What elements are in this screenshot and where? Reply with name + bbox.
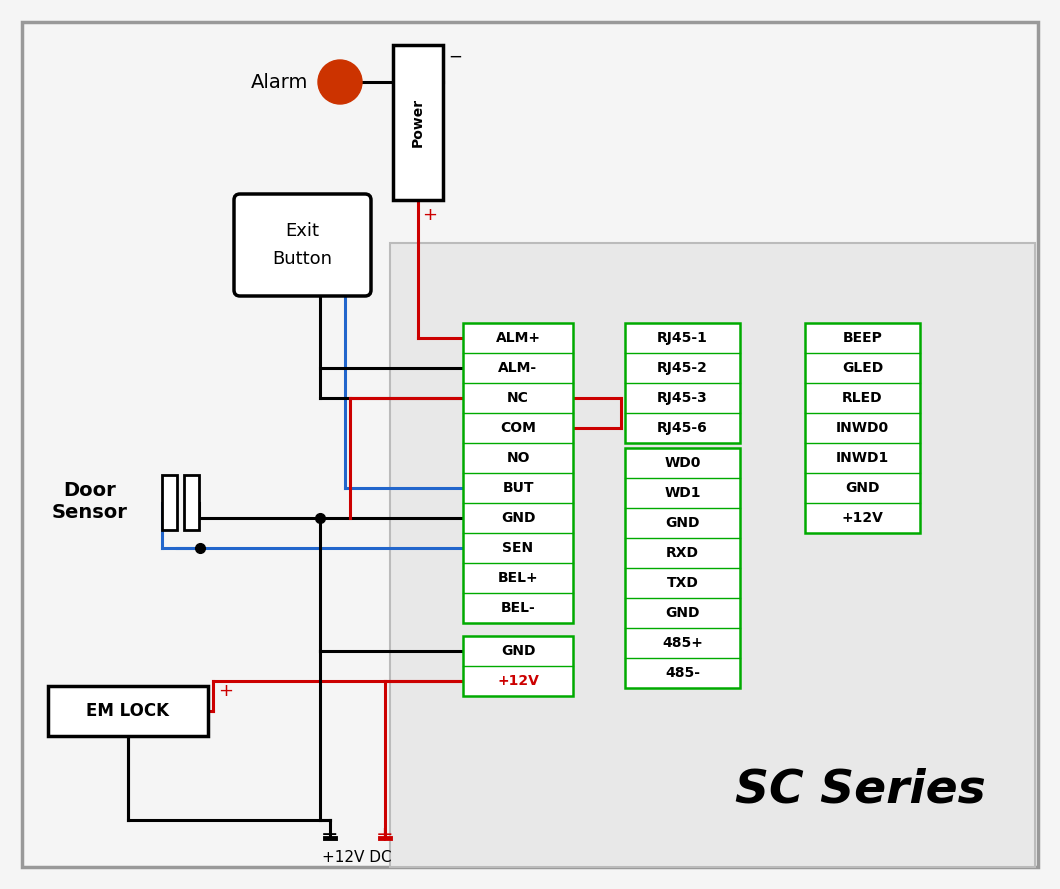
Text: WD0: WD0 <box>665 456 701 470</box>
Text: +: + <box>423 206 438 224</box>
Text: GND: GND <box>500 644 535 658</box>
Text: GLED: GLED <box>842 361 883 375</box>
Text: +12V: +12V <box>842 511 883 525</box>
Text: ALM+: ALM+ <box>495 331 541 345</box>
Text: TXD: TXD <box>667 576 699 590</box>
Text: Button: Button <box>272 250 333 268</box>
Bar <box>463 323 573 623</box>
Text: BEL+: BEL+ <box>498 571 538 585</box>
Text: GND: GND <box>845 481 880 495</box>
Text: Sensor: Sensor <box>52 502 128 522</box>
Text: Exit: Exit <box>285 222 319 240</box>
Bar <box>463 636 573 696</box>
Circle shape <box>318 60 363 104</box>
Bar <box>625 323 740 443</box>
Text: Door: Door <box>64 480 117 500</box>
Text: RXD: RXD <box>666 546 699 560</box>
Text: WD1: WD1 <box>665 486 701 500</box>
Text: 485+: 485+ <box>662 636 703 650</box>
Text: Power: Power <box>411 98 425 147</box>
Text: −: − <box>448 48 462 66</box>
Text: RJ45-1: RJ45-1 <box>657 331 708 345</box>
Text: COM: COM <box>500 421 536 435</box>
Text: EM LOCK: EM LOCK <box>87 702 170 720</box>
Text: GND: GND <box>666 516 700 530</box>
Bar <box>390 243 1035 867</box>
Text: 485-: 485- <box>665 666 700 680</box>
Text: +: + <box>376 825 394 845</box>
Text: −: − <box>321 825 339 845</box>
Text: Alarm: Alarm <box>250 73 308 92</box>
Text: +12V: +12V <box>497 674 538 688</box>
Text: BUT: BUT <box>502 481 534 495</box>
Text: SEN: SEN <box>502 541 533 555</box>
Text: ALM-: ALM- <box>498 361 537 375</box>
Bar <box>317 230 348 290</box>
Text: RJ45-2: RJ45-2 <box>657 361 708 375</box>
Text: INWD1: INWD1 <box>836 451 889 465</box>
Text: RJ45-3: RJ45-3 <box>657 391 708 405</box>
Text: GND: GND <box>666 606 700 620</box>
Bar <box>162 475 177 530</box>
Text: BEEP: BEEP <box>843 331 882 345</box>
Text: GND: GND <box>500 511 535 525</box>
Text: NC: NC <box>507 391 529 405</box>
Text: BEL-: BEL- <box>500 601 535 615</box>
Bar <box>184 475 199 530</box>
Bar <box>625 448 740 688</box>
Bar <box>393 45 443 200</box>
Text: +: + <box>218 682 233 700</box>
FancyBboxPatch shape <box>234 194 371 296</box>
Text: SC Series: SC Series <box>735 767 986 813</box>
Bar <box>48 686 208 736</box>
Text: INWD0: INWD0 <box>836 421 889 435</box>
Bar <box>805 323 920 533</box>
Text: RJ45-6: RJ45-6 <box>657 421 708 435</box>
Text: l: l <box>126 747 130 762</box>
Text: RLED: RLED <box>843 391 883 405</box>
Text: +12V DC: +12V DC <box>322 851 392 866</box>
Text: NO: NO <box>507 451 530 465</box>
